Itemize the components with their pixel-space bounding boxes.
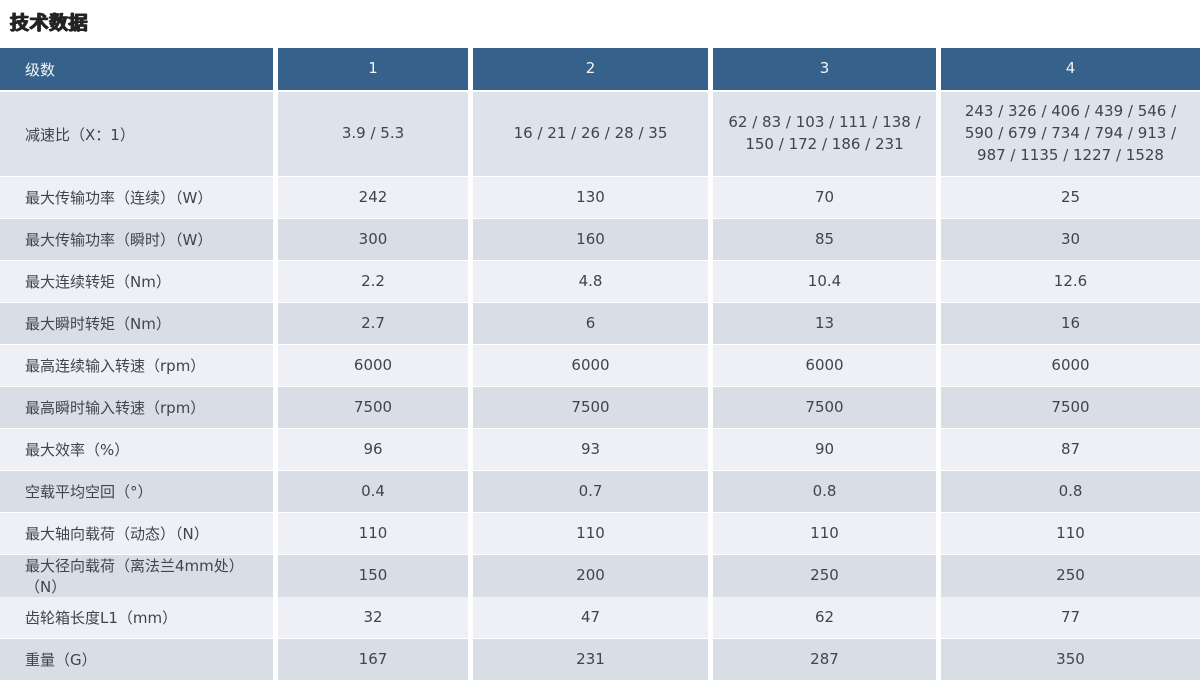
cell-value: 250 [713,555,936,597]
cell-value: 130 [473,177,708,218]
row-label: 重量（G） [0,639,273,680]
cell-value: 4.8 [473,261,708,302]
cell-value: 7500 [278,387,468,428]
cell-value: 0.7 [473,471,708,512]
row-label: 最高连续输入转速（rpm） [0,345,273,386]
cell-value: 6 [473,303,708,344]
table-row: 最大效率（%） 96 93 90 87 [0,428,1200,470]
cell-value: 2.7 [278,303,468,344]
table-row: 最大连续转矩（Nm） 2.2 4.8 10.4 12.6 [0,260,1200,302]
header-cell-stage-1: 1 [278,48,468,90]
table-row: 齿轮箱长度L1（mm） 32 47 62 77 [0,596,1200,638]
page-title: 技术数据 [10,12,89,34]
table-row: 最高连续输入转速（rpm） 6000 6000 6000 6000 [0,344,1200,386]
cell-value: 6000 [941,345,1200,386]
row-label: 最大轴向载荷（动态）（N） [0,513,273,554]
cell-value: 85 [713,219,936,260]
table-row: 减速比（X：1） 3.9 / 5.3 16 / 21 / 26 / 28 / 35 6… [0,90,1200,176]
cell-value: 160 [473,219,708,260]
row-label: 空载平均空回（°） [0,471,273,512]
cell-value: 300 [278,219,468,260]
cell-value: 110 [941,513,1200,554]
cell-value: 231 [473,639,708,680]
table-row: 最高瞬时输入转速（rpm） 7500 7500 7500 7500 [0,386,1200,428]
row-label: 最大效率（%） [0,429,273,470]
cell-value: 110 [473,513,708,554]
table-header-row: 级数 1 2 3 4 [0,48,1200,90]
cell-value: 250 [941,555,1200,597]
cell-value: 110 [278,513,468,554]
cell-value: 32 [278,597,468,638]
cell-value: 10.4 [713,261,936,302]
table-row: 最大轴向载荷（动态）（N） 110 110 110 110 [0,512,1200,554]
cell-value: 0.8 [713,471,936,512]
table-body: 减速比（X：1） 3.9 / 5.3 16 / 21 / 26 / 28 / 35 6… [0,90,1200,680]
cell-value: 90 [713,429,936,470]
table-row: 重量（G） 167 231 287 350 [0,638,1200,680]
cell-value: 77 [941,597,1200,638]
header-cell-stages: 级数 [0,48,273,90]
cell-value: 6000 [278,345,468,386]
cell-value: 87 [941,429,1200,470]
cell-value: 93 [473,429,708,470]
cell-value: 243 / 326 / 406 / 439 / 546 / 590 / 679 … [941,92,1200,176]
cell-value: 350 [941,639,1200,680]
row-label: 齿轮箱长度L1（mm） [0,597,273,638]
cell-value: 0.4 [278,471,468,512]
cell-value: 7500 [941,387,1200,428]
cell-value: 6000 [713,345,936,386]
header-cell-stage-3: 3 [713,48,936,90]
cell-value: 0.8 [941,471,1200,512]
cell-value: 242 [278,177,468,218]
row-label: 最大传输功率（瞬时）（W） [0,219,273,260]
cell-value: 7500 [473,387,708,428]
cell-value: 70 [713,177,936,218]
header-cell-stage-2: 2 [473,48,708,90]
row-label: 最高瞬时输入转速（rpm） [0,387,273,428]
row-label: 最大传输功率（连续）（W） [0,177,273,218]
cell-value: 7500 [713,387,936,428]
row-label: 最大连续转矩（Nm） [0,261,273,302]
table-row: 最大径向载荷（离法兰4mm处）（N） 150 200 250 250 [0,554,1200,597]
cell-value: 96 [278,429,468,470]
cell-value: 200 [473,555,708,597]
cell-value: 6000 [473,345,708,386]
header-cell-stage-4: 4 [941,48,1200,90]
cell-value: 167 [278,639,468,680]
table-row: 最大传输功率（瞬时）（W） 300 160 85 30 [0,218,1200,260]
row-label: 最大瞬时转矩（Nm） [0,303,273,344]
table-row: 空载平均空回（°） 0.4 0.7 0.8 0.8 [0,470,1200,512]
spec-table: 级数 1 2 3 4 减速比（X：1） 3.9 / 5.3 16 / 21 / 26… [0,48,1200,680]
table-row: 最大瞬时转矩（Nm） 2.7 6 13 16 [0,302,1200,344]
cell-value: 62 [713,597,936,638]
cell-value: 16 / 21 / 26 / 28 / 35 [473,92,708,176]
row-label: 最大径向载荷（离法兰4mm处）（N） [0,555,273,597]
cell-value: 30 [941,219,1200,260]
cell-value: 2.2 [278,261,468,302]
cell-value: 16 [941,303,1200,344]
table-row: 最大传输功率（连续）（W） 242 130 70 25 [0,176,1200,218]
cell-value: 12.6 [941,261,1200,302]
cell-value: 25 [941,177,1200,218]
cell-value: 62 / 83 / 103 / 111 / 138 / 150 / 172 / … [713,92,936,176]
cell-value: 3.9 / 5.3 [278,92,468,176]
cell-value: 150 [278,555,468,597]
cell-value: 47 [473,597,708,638]
cell-value: 13 [713,303,936,344]
cell-value: 110 [713,513,936,554]
row-label: 减速比（X：1） [0,92,273,176]
cell-value: 287 [713,639,936,680]
